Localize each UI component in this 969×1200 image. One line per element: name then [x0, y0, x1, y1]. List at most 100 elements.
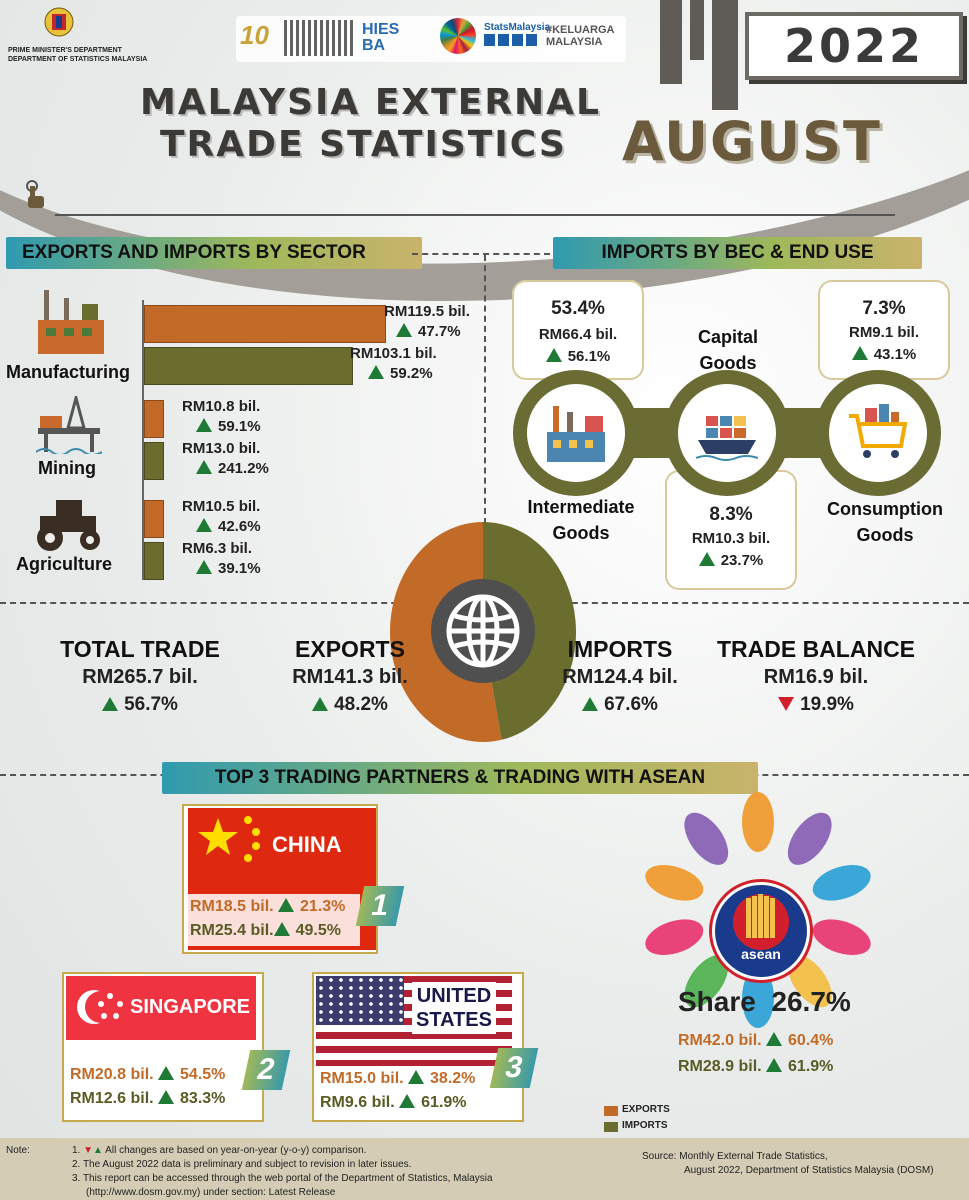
up-arrow-icon [766, 1058, 783, 1072]
coat-of-arms-icon [38, 4, 80, 44]
source-line-1: Source: Monthly External Trade Statistic… [642, 1151, 828, 1162]
trade-balance-change: 19.9% [706, 694, 926, 716]
cargo-ship-icon [695, 402, 759, 469]
sector-label-manufacturing: Manufacturing [6, 362, 130, 382]
bec-name-consumption: Consumption Goods [827, 499, 943, 545]
manufacturing-exports-value: RM119.5 bil. [384, 303, 470, 320]
up-arrow-icon [766, 1032, 783, 1046]
up-arrow-icon [196, 560, 212, 574]
up-arrow-icon [196, 518, 212, 532]
footer-notes [0, 1138, 969, 1200]
mining-exports-change: 59.1% [196, 418, 261, 435]
up-arrow-icon [582, 697, 599, 711]
legend-imports-label: IMPORTS [622, 1120, 668, 1131]
bec-value-consumption: RM9.1 bil. [848, 324, 919, 341]
agriculture-imports-change: 39.1% [196, 560, 261, 577]
agriculture-exports-change: 42.6% [196, 518, 261, 535]
agriculture-imports-bar [144, 542, 164, 580]
up-arrow-icon [278, 898, 295, 912]
header-bar-decoration [690, 0, 704, 60]
us-flag-canton [316, 976, 404, 1025]
asean-logo-inner-icon [726, 890, 796, 950]
bec-pct-intermediate: 53.4% [551, 298, 605, 319]
header-bar-decoration [660, 0, 682, 84]
manufacturing-exports-change: 47.7% [396, 323, 461, 340]
partner-name-us: UNITED STATES [416, 985, 492, 1031]
rank-badge-us: 3 [489, 1048, 539, 1088]
singapore-flag-crescent-icon [74, 982, 130, 1037]
up-arrow-icon [408, 1070, 425, 1084]
down-arrow-icon [778, 697, 795, 711]
header-bar-decoration [712, 0, 738, 110]
legend-exports-swatch [604, 1106, 618, 1116]
partner-name-singapore: SINGAPORE [130, 996, 251, 1018]
up-arrow-icon [196, 418, 212, 432]
up-arrow-icon [851, 346, 868, 360]
up-arrow-icon [102, 697, 119, 711]
up-arrow-icon [698, 552, 715, 566]
oil-rig-icon [35, 392, 103, 456]
mining-imports-bar [144, 442, 164, 480]
anniversary-logo-icon: 10 [240, 20, 269, 50]
up-arrow-icon [396, 323, 412, 337]
imports-change: 67.6% [540, 694, 700, 716]
mining-exports-bar [144, 400, 164, 438]
qr-codes-icon [284, 20, 354, 56]
us-exports: RM15.0 bil. 38.2% [320, 1070, 476, 1087]
agriculture-imports-value: RM6.3 bil. [182, 540, 253, 557]
shopping-cart-icon [847, 402, 909, 469]
asean-imports: RM28.9 bil. 61.9% [678, 1058, 834, 1075]
china-imports: RM25.4 bil. 49.5% [190, 922, 341, 939]
china-exports: RM18.5 bil. 21.3% [190, 898, 346, 915]
bec-ring-inner [829, 384, 927, 482]
bec-name-intermediate: Intermediate Goods [527, 497, 635, 543]
total-trade-label: TOTAL TRADE [60, 636, 220, 662]
partner-name-china: CHINA [272, 832, 342, 857]
manufacturing-exports-bar [144, 305, 386, 343]
asean-share: Share 26.7% [678, 986, 851, 1017]
title-underline [55, 214, 895, 216]
note-3: 3. This report can be accessed through t… [72, 1173, 493, 1184]
mining-imports-value: RM13.0 bil. [182, 440, 261, 457]
factory-icon [36, 290, 106, 356]
trade-balance-value: RM16.9 bil. [763, 666, 869, 688]
bec-card-consumption [818, 280, 950, 380]
source-line-2: August 2022, Department of Statistics Ma… [684, 1165, 934, 1176]
up-arrow-icon [273, 922, 290, 936]
up-arrow-icon [368, 365, 384, 379]
asean-exports: RM42.0 bil. 60.4% [678, 1032, 834, 1049]
bec-value-intermediate: RM66.4 bil. [538, 326, 618, 343]
singapore-imports: RM12.6 bil. 83.3% [70, 1090, 226, 1107]
pointer-hand-icon [24, 180, 46, 210]
us-name-box [412, 982, 496, 1034]
china-flag-stars-icon [196, 812, 266, 877]
mining-exports-value: RM10.8 bil. [182, 398, 261, 415]
social-icons [484, 34, 540, 46]
sector-axis-line [142, 300, 144, 580]
exports-value: RM141.3 bil. [292, 666, 408, 688]
imports-value: RM124.4 bil. [562, 666, 678, 688]
singapore-exports: RM20.8 bil. 54.5% [70, 1066, 226, 1083]
agriculture-exports-bar [144, 500, 164, 538]
legend-imports-swatch [604, 1122, 618, 1132]
imports-label: IMPORTS [567, 636, 673, 662]
agriculture-exports-value: RM10.5 bil. [182, 498, 261, 515]
total-trade-change: 56.7% [40, 694, 240, 716]
tractor-icon [30, 494, 106, 552]
partner-values-china [188, 894, 360, 946]
asean-people-ring-icon [628, 790, 888, 1035]
exports-change: 48.2% [270, 694, 430, 716]
bec-change-consumption: 43.1% [818, 346, 950, 363]
up-arrow-icon [158, 1090, 175, 1104]
bec-value-capital: RM10.3 bil. [691, 530, 771, 547]
bec-pct-capital: 8.3% [709, 504, 753, 525]
note-2: 2. The August 2022 data is preliminary a… [72, 1159, 412, 1170]
mining-imports-change: 241.2% [196, 460, 269, 477]
section-header-sector: EXPORTS AND IMPORTS BY SECTOR [6, 237, 422, 269]
sector-label-mining: Mining [38, 458, 96, 478]
asean-logo-text: asean [741, 946, 781, 962]
up-arrow-icon [158, 1066, 175, 1080]
bec-card-intermediate [512, 280, 644, 380]
section-header-bec: IMPORTS BY BEC & END USE [553, 237, 922, 269]
keluarga-malaysia-logo: #KELUARGA MALAYSIA [546, 24, 615, 48]
